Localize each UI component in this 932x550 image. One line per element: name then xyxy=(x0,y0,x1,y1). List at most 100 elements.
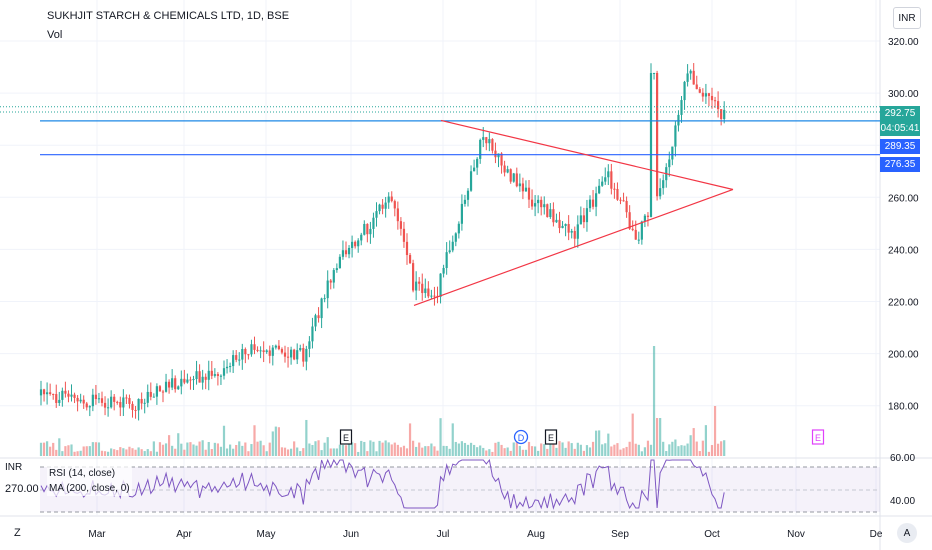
volume-bar xyxy=(723,440,726,456)
candle-body xyxy=(158,386,162,392)
candle-body xyxy=(555,219,558,223)
volume-bar xyxy=(707,451,711,456)
candlesticks xyxy=(39,63,726,421)
candle-body xyxy=(335,268,338,271)
candle-body xyxy=(125,397,128,399)
volume-bar xyxy=(213,442,216,456)
currency-button[interactable]: INR xyxy=(893,7,921,29)
candle-body xyxy=(482,137,485,140)
volume-bar xyxy=(64,446,67,456)
volume-bar xyxy=(192,444,195,456)
candle-body xyxy=(466,190,470,200)
candle-body xyxy=(619,199,622,201)
candle-body xyxy=(579,215,582,225)
zoom-button[interactable]: Z xyxy=(14,527,21,539)
candle-body xyxy=(137,398,140,411)
volume-bar xyxy=(457,443,460,456)
volume-bars xyxy=(39,346,726,456)
candle-body xyxy=(549,209,552,218)
dividend-marker-label: D xyxy=(518,433,525,443)
volume-bar xyxy=(436,450,439,456)
auto-scale-button[interactable]: A xyxy=(897,523,917,543)
volume-bar xyxy=(183,449,186,456)
volume-bar xyxy=(405,448,409,456)
candle-body xyxy=(225,366,229,369)
candle-body xyxy=(717,101,720,110)
candle-body xyxy=(421,283,424,294)
volume-bar xyxy=(207,441,210,456)
time-tick-label: Apr xyxy=(176,529,192,540)
volume-bar xyxy=(552,442,555,456)
candle-body xyxy=(216,374,219,376)
candle-body xyxy=(530,199,534,207)
volume-bar xyxy=(399,447,402,456)
volume-bar xyxy=(646,440,650,456)
volume-bar xyxy=(515,442,518,456)
volume-bar xyxy=(274,426,277,456)
candle-body xyxy=(128,398,131,404)
candle-body xyxy=(643,215,646,222)
candle-body xyxy=(238,359,241,361)
candle-body xyxy=(399,221,402,229)
volume-bar xyxy=(76,451,79,456)
earnings-marker-label: E xyxy=(815,433,821,443)
candle-body xyxy=(698,89,701,93)
volume-bar xyxy=(100,450,104,456)
candle-body xyxy=(674,125,677,147)
candle-body xyxy=(94,394,97,400)
rsi-legend: RSI (14, close) MA (200, close, 0) xyxy=(47,466,132,496)
candle-body xyxy=(582,215,585,223)
candle-body xyxy=(219,375,223,377)
candle-body xyxy=(622,200,625,202)
volume-bar xyxy=(67,445,70,456)
volume-bar xyxy=(335,448,338,456)
volume-bar xyxy=(119,447,122,456)
candle-body xyxy=(680,100,683,115)
earnings-marker xyxy=(339,429,353,445)
candle-body xyxy=(146,391,149,403)
volume-bar xyxy=(97,442,101,456)
volume-bar xyxy=(311,444,314,456)
volume-bar xyxy=(656,418,659,456)
volume-bar xyxy=(588,447,592,456)
candle-body xyxy=(262,350,265,353)
candle-body xyxy=(351,241,354,248)
time-axis[interactable]: Mar Apr May Jun Jul Aug Sep Oct Nov De xyxy=(88,529,882,540)
candle-body xyxy=(427,288,430,297)
candle-body xyxy=(677,114,680,126)
candle-body xyxy=(140,398,143,404)
volume-bar xyxy=(88,446,91,456)
volume-bar xyxy=(357,451,360,456)
volume-bar xyxy=(338,444,341,456)
volume-bar xyxy=(152,441,155,456)
candle-body xyxy=(439,273,442,297)
candle-body xyxy=(207,370,210,380)
volume-bar xyxy=(216,443,219,456)
volume-bar xyxy=(451,423,454,456)
volume-bar xyxy=(256,441,259,456)
volume-bar xyxy=(155,451,158,456)
chart-title: SUKHJIT STARCH & CHEMICALS LTD, 1D, BSE xyxy=(47,10,290,22)
candle-body xyxy=(497,153,500,158)
candle-body xyxy=(177,386,180,390)
rsi-legend-ma[interactable]: MA (200, close, 0) xyxy=(47,481,132,496)
candle-body xyxy=(268,350,271,356)
price-axis[interactable]: 320.00300.00280.00260.00240.00220.00200.… xyxy=(888,37,919,413)
candle-body xyxy=(360,234,363,241)
volume-bar xyxy=(61,451,64,456)
candle-body xyxy=(454,233,457,242)
candle-body xyxy=(79,399,82,402)
candle-body xyxy=(457,223,460,234)
volume-bar xyxy=(412,440,415,456)
time-tick-label: May xyxy=(257,529,276,540)
candle-body xyxy=(634,229,637,240)
volume-bar xyxy=(46,441,49,456)
candle-body xyxy=(689,70,692,74)
rsi-legend-rsi[interactable]: RSI (14, close) xyxy=(47,466,132,481)
time-tick-label: Jul xyxy=(437,529,450,540)
candle-body xyxy=(119,402,122,408)
volume-bar xyxy=(286,449,290,456)
volume-bar xyxy=(540,443,543,456)
volume-bar xyxy=(530,446,534,456)
